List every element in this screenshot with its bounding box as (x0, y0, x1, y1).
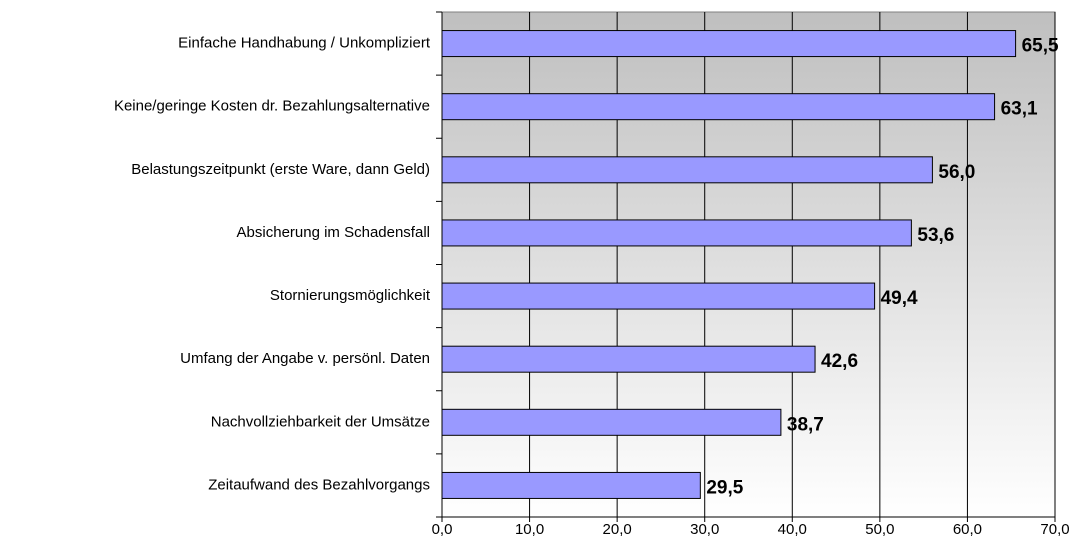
value-label: 63,1 (1001, 99, 1038, 120)
bar (441, 156, 933, 184)
bar (441, 345, 816, 373)
x-tick-label: 40,0 (778, 521, 807, 538)
y-tick-label: Umfang der Angabe v. persönl. Daten (180, 350, 430, 367)
x-tick-label: 70,0 (1040, 521, 1069, 538)
y-tick-label: Nachvollziehbarkeit der Umsätze (211, 413, 430, 430)
bar (441, 408, 782, 436)
y-tick-label: Keine/geringe Kosten dr. Bezahlungsalter… (114, 98, 430, 115)
x-tick-label: 20,0 (603, 521, 632, 538)
bar (441, 30, 1017, 58)
plot-area (441, 11, 1056, 518)
y-tick-label: Belastungszeitpunkt (erste Ware, dann Ge… (131, 161, 430, 178)
value-label: 65,5 (1022, 36, 1059, 57)
y-tick-label: Zeitaufwand des Bezahlvorgangs (208, 476, 430, 493)
bar (441, 93, 996, 121)
y-tick-label: Stornierungsmöglichkeit (270, 287, 431, 304)
x-tick-label: 30,0 (690, 521, 719, 538)
x-tick-label: 60,0 (953, 521, 982, 538)
value-label: 49,4 (881, 288, 918, 309)
x-tick-label: 50,0 (865, 521, 894, 538)
y-tick-label: Einfache Handhabung / Unkompliziert (178, 35, 431, 52)
bar (441, 219, 912, 247)
value-label: 42,6 (821, 351, 858, 372)
value-label: 56,0 (938, 162, 975, 183)
y-tick-label: Absicherung im Schadensfall (237, 224, 430, 241)
value-label: 38,7 (787, 414, 824, 435)
bar (441, 282, 876, 310)
bar (441, 471, 701, 499)
value-label: 29,5 (706, 477, 743, 498)
value-label: 53,6 (917, 225, 954, 246)
x-tick-label: 0,0 (432, 521, 453, 538)
x-tick-label: 10,0 (515, 521, 544, 538)
